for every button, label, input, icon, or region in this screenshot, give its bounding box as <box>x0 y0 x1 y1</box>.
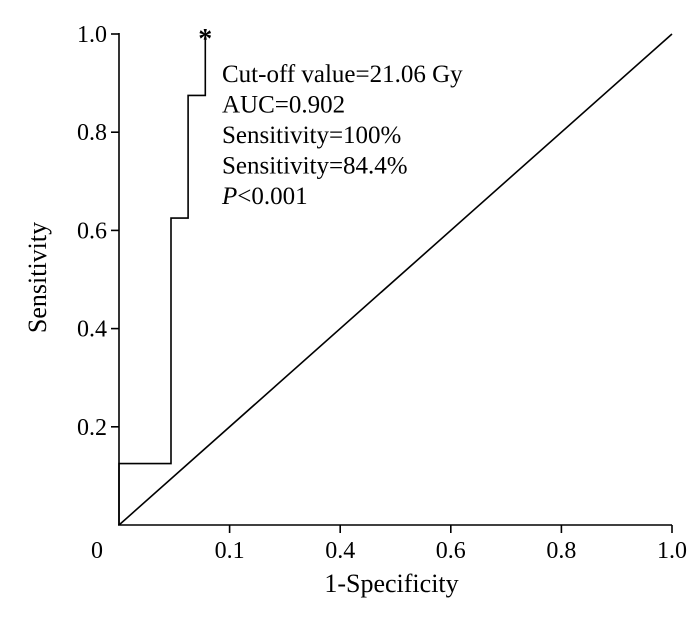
y-tick-label: 1.0 <box>77 22 107 48</box>
y-tick-label: 0.8 <box>77 120 107 146</box>
x-tick-label: 0.4 <box>325 538 355 564</box>
x-tick-label: 0.1 <box>215 538 245 564</box>
reference-diagonal-line <box>118 33 673 526</box>
y-axis-label: Sensitivity <box>23 222 52 333</box>
x-axis-label: 1-Specificity <box>324 569 458 598</box>
annotation-line: Sensitivity=100% <box>222 122 401 149</box>
annotation-italic-part: P <box>221 183 237 210</box>
y-tick-label: 0.2 <box>77 415 107 441</box>
annotation-text-part: <0.001 <box>237 183 307 210</box>
x-ticks: 0.1 0.4 0.6 0.8 1.0 <box>215 525 687 564</box>
annotation-line: Sensitivity=84.4% <box>222 153 408 180</box>
y-tick-label: 0.4 <box>77 317 107 343</box>
markers: * <box>198 24 212 55</box>
origin-label: 0 <box>91 538 103 564</box>
x-tick-label: 0.8 <box>546 538 576 564</box>
axes <box>118 33 672 526</box>
annotation-line: AUC=0.902 <box>222 92 345 119</box>
y-ticks: 0.2 0.4 0.6 0.8 1.0 <box>77 22 119 441</box>
x-tick-label: 0.6 <box>436 538 466 564</box>
cutoff-point-marker: * <box>198 24 212 55</box>
annotation-line: P<0.001 <box>221 183 308 210</box>
y-tick-label: 0.6 <box>77 218 107 244</box>
x-tick-label: 1.0 <box>657 538 687 564</box>
roc-curve-line <box>118 34 207 525</box>
series-group <box>118 33 673 526</box>
annotations: Cut-off value=21.06 Gy AUC=0.902 Sensitivi… <box>221 61 463 210</box>
annotation-line: Cut-off value=21.06 Gy <box>222 61 463 88</box>
